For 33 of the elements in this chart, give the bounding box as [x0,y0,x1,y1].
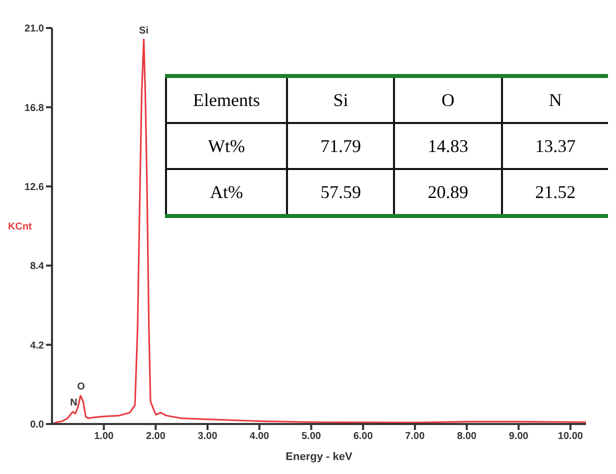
annotation: 57.59 [287,169,394,216]
y-tick-label: 8.4 [30,261,44,272]
y-tick-label: 16.8 [24,102,44,114]
y-tick-label: 21.0 [24,24,44,35]
annotation: Elements [166,76,288,123]
x-tick-label: 9.00 [508,431,529,442]
x-tick-label: 2.00 [146,431,166,442]
annotation: O [77,382,86,393]
annotation: O [394,76,502,123]
annotation: Si [287,76,394,123]
x-axis-title: Energy - keV [286,451,353,463]
annotation: 20.89 [394,169,502,216]
annotation: Si [139,25,149,36]
annotation: At% [166,169,288,216]
annotation: N [502,76,608,123]
annotation: 13.37 [502,123,608,169]
x-tick-label: 6.00 [353,431,374,442]
x-tick-label: 10.00 [558,431,584,442]
annotation: N [70,398,78,409]
y-tick-label: 0.0 [30,420,44,431]
x-tick-label: 4.00 [250,431,270,442]
x-tick-label: 5.00 [301,431,322,442]
x-tick-label: 3.00 [198,431,218,442]
x-tick-label: 8.00 [457,431,477,442]
y-axis-title: KCnt [8,222,33,233]
annotation: Wt% [166,123,288,169]
y-tick-label: 12.6 [24,182,44,193]
annotation: 71.79 [287,123,394,169]
annotation: 21.52 [502,169,608,216]
x-tick-label: 1.00 [94,431,114,442]
y-tick-label: 4.2 [30,340,44,352]
annotation: 14.83 [394,123,502,169]
x-tick-label: 7.00 [405,431,426,442]
